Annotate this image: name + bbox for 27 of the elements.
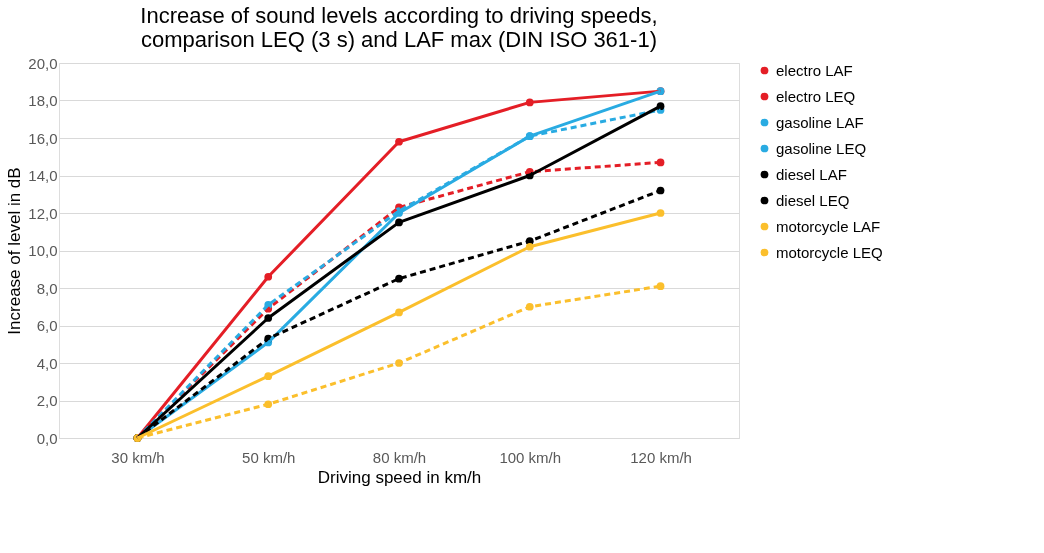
legend-label: motorcycle LEQ: [776, 243, 883, 261]
legend-label: gasoline LAF: [776, 113, 864, 131]
y-tick-label: 18,0: [28, 92, 58, 109]
y-tick-label: 10,0: [28, 242, 58, 259]
legend-label: diesel LEQ: [776, 191, 850, 209]
legend-label: electro LAF: [776, 61, 853, 79]
x-tick-label: 50 km/h: [242, 448, 296, 466]
x-axis-title: Driving speed in km/h: [317, 467, 482, 487]
y-tick-label: 20,0: [28, 54, 58, 72]
y-tick-label: 16,0: [28, 129, 58, 147]
legend-label: electro LEQ: [776, 87, 856, 105]
legend-label: gasoline LEQ: [776, 139, 867, 157]
y-tick-label: 14,0: [28, 167, 58, 184]
y-tick-label: 8,0: [36, 279, 58, 297]
chart-title: Increase of sound levels according to driving speeds, comparison LEQ (3 s) and LAF max (DIN ISO 361-1): [140, 3, 658, 52]
x-tick-label: 100 km/h: [499, 448, 562, 466]
x-tick-label: 80 km/h: [372, 448, 427, 466]
x-tick-label: 120 km/h: [630, 448, 692, 466]
y-tick-label: 0,0: [36, 429, 58, 447]
y-tick-label: 2,0: [36, 392, 58, 409]
y-tick-label: 12,0: [28, 204, 58, 222]
y-tick-label: 4,0: [36, 354, 58, 372]
legend-label: motorcycle LAF: [776, 217, 881, 235]
y-tick-label: 6,0: [36, 317, 58, 334]
y-axis-title: Increase of level in dB: [5, 167, 25, 335]
x-tick-label: 30 km/h: [111, 448, 165, 466]
legend-label: diesel LAF: [776, 165, 847, 183]
